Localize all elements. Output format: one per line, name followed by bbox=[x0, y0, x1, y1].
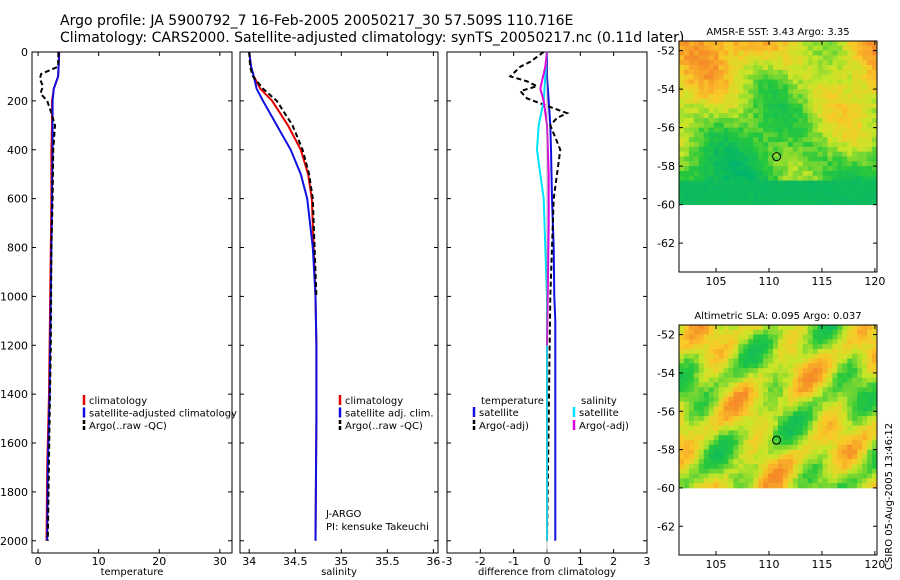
temperature-profile: 0 10 20 30 temperature 0 200 400 600 800 1000 1200 1… bbox=[0, 46, 237, 578]
y-tick-label: 1400 bbox=[0, 388, 28, 401]
x-tick-label: 35 bbox=[334, 555, 348, 568]
x-tick-label: 115 bbox=[811, 558, 832, 571]
series-line-argo-raw-qc- bbox=[38, 51, 60, 541]
series-line-satellite-adj-clim- bbox=[248, 51, 318, 541]
map-frame bbox=[678, 40, 878, 273]
x-tick-label: -1 bbox=[508, 555, 519, 568]
legend-entry: satellite bbox=[579, 408, 619, 419]
legend-entry: climatology bbox=[345, 396, 403, 407]
x-tick-label: -3 bbox=[442, 555, 453, 568]
legend-entry: Argo(-adj) bbox=[479, 421, 529, 432]
x-axis-label: difference from climatology bbox=[478, 567, 616, 578]
x-axis-label: salinity bbox=[321, 567, 357, 578]
y-tick-label: -58 bbox=[657, 160, 675, 173]
figure-title-line1: Argo profile: JA 5900792_7 16-Feb-2005 2… bbox=[60, 13, 574, 29]
x-tick-label: 30 bbox=[213, 555, 227, 568]
legend-entry: satellite bbox=[479, 408, 519, 419]
figure-title-line2: Climatology: CARS2000. Satellite-adjuste… bbox=[60, 30, 685, 46]
x-tick-label: 1 bbox=[577, 555, 584, 568]
x-tick-label: 2 bbox=[610, 555, 617, 568]
series-line-climatology bbox=[248, 51, 318, 541]
x-tick-label: 120 bbox=[864, 558, 885, 571]
x-tick-label: 20 bbox=[152, 555, 166, 568]
y-tick-label: 1200 bbox=[0, 339, 28, 352]
y-tick-label: 2000 bbox=[0, 535, 28, 548]
y-tick-label: -60 bbox=[657, 199, 675, 212]
y-tick-label: -52 bbox=[657, 329, 675, 342]
series-line-temperature-satellite bbox=[546, 52, 557, 541]
argo-marker bbox=[772, 152, 782, 162]
series-line-temperature-argo-adj- bbox=[508, 51, 570, 541]
y-tick-label: -56 bbox=[657, 122, 675, 135]
y-tick-label: 1000 bbox=[0, 290, 28, 303]
series-line-salinity-satellite bbox=[535, 51, 548, 541]
y-tick-label: -52 bbox=[657, 45, 675, 58]
map-field bbox=[679, 325, 878, 489]
annotation-project: J-ARGO bbox=[325, 509, 362, 520]
difference-profile: -3 -2 -1 0 1 2 3 difference from climatology tem… bbox=[442, 51, 651, 578]
map-title: Altimetric SLA: 0.095 Argo: 0.037 bbox=[694, 311, 861, 322]
y-tick-label: -58 bbox=[657, 444, 675, 457]
y-tick-label: 0 bbox=[21, 46, 28, 59]
y-tick-label: 400 bbox=[7, 144, 28, 157]
x-tick-label: 110 bbox=[759, 275, 780, 288]
legend-title-salinity: salinity bbox=[581, 396, 617, 407]
x-tick-label: 34.5 bbox=[283, 555, 308, 568]
legend-entry: Argo(..raw -QC) bbox=[89, 421, 167, 432]
x-tick-label: 115 bbox=[811, 275, 832, 288]
plot-frame bbox=[31, 51, 233, 554]
y-tick-label: -56 bbox=[657, 405, 675, 418]
plot-frame bbox=[239, 51, 439, 554]
legend-title-temperature: temperature bbox=[481, 396, 544, 407]
sst-map: 105 110 115 120 -52 -54 -56 -58 -60 -62 AMSR-E SST… bbox=[657, 27, 885, 288]
series-line-satellite-adjusted-climatology bbox=[46, 51, 60, 541]
x-axis-label: temperature bbox=[101, 567, 164, 578]
y-tick-label: -54 bbox=[657, 367, 675, 380]
annotation-pi: PI: kensuke Takeuchi bbox=[326, 522, 429, 533]
x-tick-label: 35.5 bbox=[375, 555, 400, 568]
legend-entry: satellite-adjusted climatology bbox=[89, 409, 237, 420]
map-title: AMSR-E SST: 3.43 Argo: 3.35 bbox=[706, 27, 849, 38]
y-tick-label: 200 bbox=[7, 95, 28, 108]
legend-entry: climatology bbox=[89, 396, 147, 407]
x-tick-label: 36 bbox=[426, 555, 440, 568]
series-line-argo-raw-qc- bbox=[248, 51, 318, 297]
y-tick-label: -62 bbox=[657, 520, 675, 533]
legend-entry: satellite adj. clim. bbox=[345, 409, 434, 420]
y-tick-label: 600 bbox=[7, 193, 28, 206]
sla-map: 105 110 115 120 -52 -54 -56 -58 -60 -62 Altimetric… bbox=[657, 311, 885, 571]
y-tick-label: 1600 bbox=[0, 437, 28, 450]
x-tick-label: 0 bbox=[544, 555, 551, 568]
x-tick-label: 105 bbox=[706, 275, 727, 288]
y-tick-label: -60 bbox=[657, 482, 675, 495]
x-tick-label: 120 bbox=[864, 275, 885, 288]
x-tick-label: 0 bbox=[35, 555, 42, 568]
y-tick-label: -62 bbox=[657, 237, 675, 250]
salinity-profile: 34 34.5 35 35.5 36 salinity climatology satelli… bbox=[239, 51, 440, 578]
map-frame bbox=[678, 324, 878, 556]
y-tick-label: -54 bbox=[657, 83, 675, 96]
x-tick-label: 110 bbox=[759, 558, 780, 571]
legend-entry: Argo(..raw -QC) bbox=[345, 421, 423, 432]
x-tick-label: 10 bbox=[92, 555, 106, 568]
x-tick-label: 105 bbox=[706, 558, 727, 571]
x-tick-label: 34 bbox=[242, 555, 256, 568]
map-field bbox=[679, 41, 878, 206]
legend-entry: Argo(-adj) bbox=[579, 421, 629, 432]
y-tick-label: 800 bbox=[7, 242, 28, 255]
x-tick-label: 3 bbox=[644, 555, 651, 568]
y-tick-label: 1800 bbox=[0, 486, 28, 499]
argo-marker bbox=[772, 435, 782, 445]
x-tick-label: -2 bbox=[475, 555, 486, 568]
